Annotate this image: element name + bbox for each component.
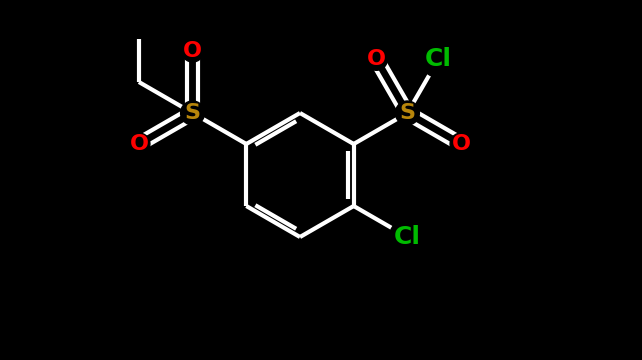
Text: O: O <box>130 134 148 154</box>
Text: Cl: Cl <box>394 225 421 249</box>
Text: O: O <box>183 41 202 61</box>
Text: Cl: Cl <box>425 47 452 71</box>
Circle shape <box>395 101 419 125</box>
Text: S: S <box>185 103 200 123</box>
Circle shape <box>180 101 205 125</box>
Text: O: O <box>451 134 471 154</box>
Text: S: S <box>399 103 415 123</box>
Circle shape <box>128 133 150 155</box>
Circle shape <box>365 48 387 70</box>
Text: O: O <box>367 49 386 69</box>
Circle shape <box>450 133 472 155</box>
Circle shape <box>182 40 204 62</box>
Circle shape <box>390 219 426 255</box>
Circle shape <box>421 41 456 77</box>
